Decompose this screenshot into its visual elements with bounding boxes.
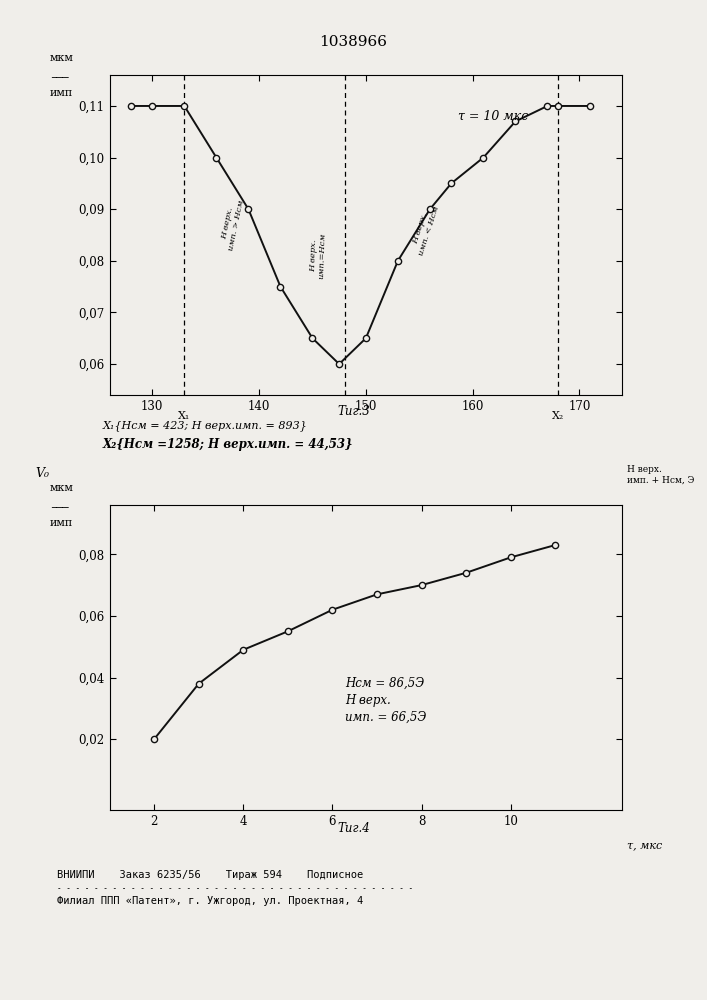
Text: H верх.
имп.=Hсм: H верх. имп.=Hсм — [308, 232, 327, 279]
Text: X₁{Hсм = 423; H верх.имп. = 893}: X₁{Hсм = 423; H верх.имп. = 893} — [103, 420, 308, 431]
Text: имп: имп — [49, 518, 73, 528]
Text: ───: ─── — [51, 504, 69, 513]
Text: мкм: мкм — [49, 483, 74, 493]
Text: X₂{Hсм =1258; H верх.имп. = 44,53}: X₂{Hсм =1258; H верх.имп. = 44,53} — [103, 438, 353, 451]
Text: Hсм = 86,5Э
H верх.
имп. = 66,5Э: Hсм = 86,5Э H верх. имп. = 66,5Э — [345, 677, 427, 724]
Text: H верх.
имп. + Hсм, Э: H верх. имп. + Hсм, Э — [628, 465, 695, 485]
Text: X₁: X₁ — [178, 411, 190, 421]
Text: τ = 10 мкс: τ = 10 мкс — [458, 110, 528, 123]
Text: - - - - - - - - - - - - - - - - - - - - - - - - - - - - - - - - - - - - - - -: - - - - - - - - - - - - - - - - - - - - … — [57, 884, 413, 893]
Text: имп: имп — [49, 88, 73, 98]
Text: ВНИИПИ    Заказ 6235/56    Тираж 594    Подписное: ВНИИПИ Заказ 6235/56 Тираж 594 Подписное — [57, 870, 363, 880]
Text: Τиг.4: Τиг.4 — [337, 822, 370, 835]
Text: X₂: X₂ — [552, 411, 564, 421]
Text: Τиг.3: Τиг.3 — [337, 405, 370, 418]
Text: H верх.
имп. < Hсм: H верх. имп. < Hсм — [409, 203, 440, 257]
Text: мкм: мкм — [49, 53, 74, 63]
Text: V₀: V₀ — [35, 467, 49, 480]
Text: τ, мкс: τ, мкс — [626, 840, 662, 850]
Text: 1038966: 1038966 — [320, 35, 387, 49]
Text: ───: ─── — [51, 74, 69, 83]
Text: Филиал ППП «Патент», г. Ужгород, ул. Проектная, 4: Филиал ППП «Патент», г. Ужгород, ул. Про… — [57, 896, 363, 906]
Text: H верх.
имп. > Hсм: H верх. имп. > Hсм — [218, 198, 246, 252]
